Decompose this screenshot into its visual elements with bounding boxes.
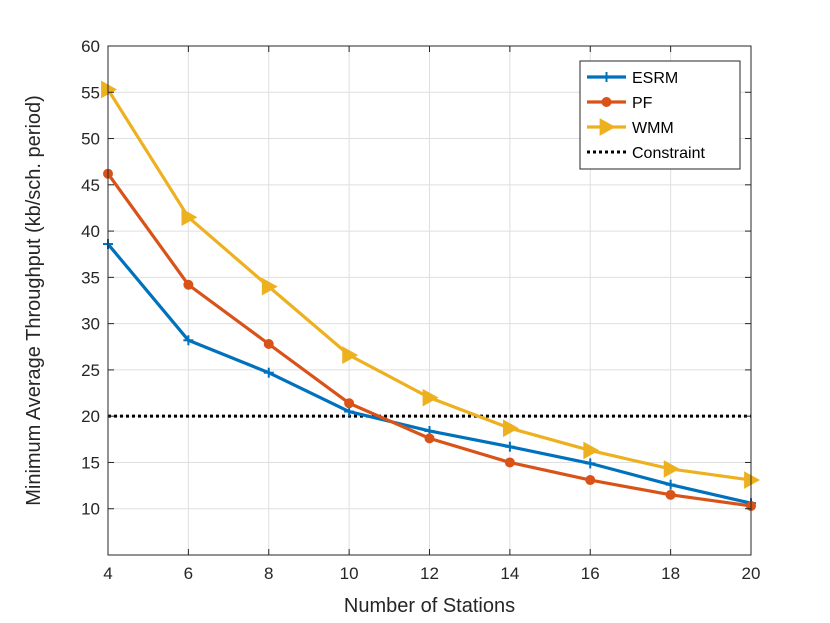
legend-marker xyxy=(601,72,612,82)
x-axis-title: Number of Stations xyxy=(344,595,515,617)
data-point-esrm xyxy=(585,458,596,469)
data-point-pf xyxy=(183,279,194,290)
data-point-pf xyxy=(424,433,435,444)
data-point-pf xyxy=(585,475,596,486)
data-point-wmm xyxy=(181,208,198,227)
legend-label: ESRM xyxy=(632,70,678,87)
legend-entry-wmm: WMM xyxy=(587,118,674,137)
y-tick-label: 15 xyxy=(81,453,100,472)
y-tick-label: 10 xyxy=(81,500,100,519)
y-tick-label: 35 xyxy=(81,268,100,287)
x-tick-label: 12 xyxy=(420,564,439,583)
x-tick-label: 10 xyxy=(340,564,359,583)
data-point-wmm xyxy=(663,460,680,478)
legend-label: PF xyxy=(632,95,653,112)
x-tick-label: 14 xyxy=(500,564,519,583)
y-tick-label: 20 xyxy=(81,407,100,426)
data-point-wmm xyxy=(422,388,439,407)
legend-label: Constraint xyxy=(632,145,705,162)
y-tick-label: 45 xyxy=(81,176,100,195)
y-tick-label: 50 xyxy=(81,130,100,149)
legend-marker xyxy=(601,97,612,107)
y-axis-title: Minimum Average Throughput (kb/sch. peri… xyxy=(23,95,45,506)
data-point-wmm xyxy=(342,346,359,364)
data-point-pf xyxy=(665,489,676,500)
x-tick-label: 20 xyxy=(742,564,761,583)
y-tick-label: 55 xyxy=(81,83,100,102)
y-tick-label: 25 xyxy=(81,361,100,380)
series-wmm xyxy=(101,80,761,489)
series-layer xyxy=(101,80,761,511)
x-tick-label: 4 xyxy=(103,564,112,583)
data-point-esrm xyxy=(504,441,515,452)
data-point-pf xyxy=(344,398,355,409)
legend-entry-esrm: ESRM xyxy=(587,70,678,87)
y-tick-label: 40 xyxy=(81,222,100,241)
x-tick-label: 8 xyxy=(264,564,273,583)
legend: ESRM PF WMM Constraint xyxy=(579,60,741,170)
data-point-pf xyxy=(504,457,515,468)
data-point-wmm xyxy=(502,419,519,438)
data-point-wmm xyxy=(261,277,278,296)
data-point-esrm xyxy=(183,335,194,346)
ticks: 4 6 8 10 12 14 16 18 20 10 15 20 25 30 35 40 45 50 55 60 xyxy=(81,37,760,583)
data-point-pf xyxy=(263,338,274,349)
data-point-wmm xyxy=(744,471,761,489)
data-point-wmm xyxy=(583,441,600,460)
y-tick-label: 30 xyxy=(81,315,100,334)
series-pf xyxy=(103,168,756,511)
legend-label: WMM xyxy=(632,120,674,137)
x-tick-label: 18 xyxy=(661,564,680,583)
y-tick-label: 60 xyxy=(81,37,100,56)
legend-entry-pf: PF xyxy=(587,95,653,112)
data-point-esrm xyxy=(665,479,676,490)
x-tick-label: 6 xyxy=(184,564,193,583)
legend-entry-constraint: Constraint xyxy=(587,145,705,162)
data-point-wmm xyxy=(101,80,118,99)
x-tick-label: 16 xyxy=(581,564,600,583)
data-point-esrm xyxy=(263,367,274,378)
legend-marker xyxy=(599,118,616,136)
